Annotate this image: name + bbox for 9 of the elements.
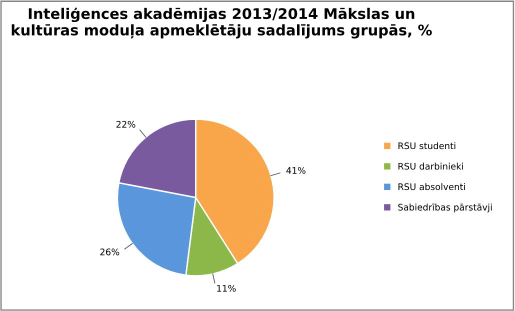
legend-label: RSU darbinieki <box>398 162 463 170</box>
data-label: 41% <box>286 167 306 174</box>
data-label: 11% <box>217 284 236 292</box>
data-label: 22% <box>116 120 136 128</box>
legend-label: RSU studenti <box>398 142 456 150</box>
data-label: 26% <box>100 248 120 256</box>
chart-title: Inteliģences akadēmijas 2013/2014 Mākslas un kultūras moduļa apmeklētāju sadalījums grupās, % <box>12 8 432 38</box>
legend-label: Sabiedrības pārstāvji <box>398 204 492 212</box>
legend-label: RSU absolventi <box>398 183 465 190</box>
